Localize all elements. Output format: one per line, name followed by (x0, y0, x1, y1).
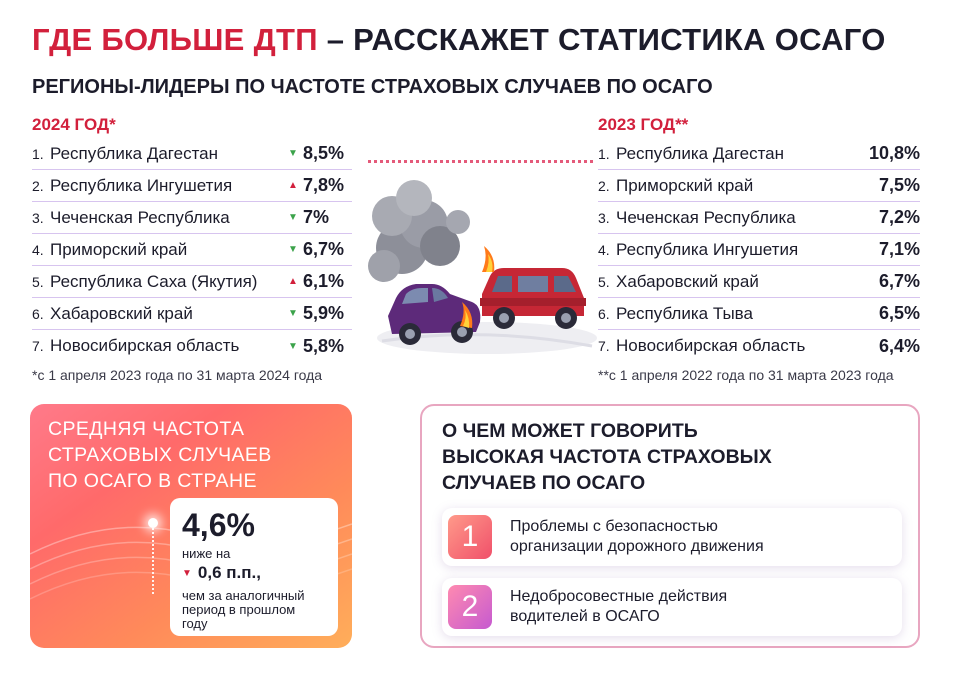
triangle-down-icon: ▼ (288, 308, 298, 319)
region-value: 6,1% (303, 271, 345, 291)
region-name: Приморский край (50, 239, 188, 259)
triangle-down-icon: ▼ (182, 567, 192, 579)
region-value: 6,5% (878, 303, 920, 323)
page-title-rest: – РАССКАЖЕТ СТАТИСТИКА ОСАГО (317, 22, 886, 57)
smoke-cloud-icon (368, 180, 470, 282)
triangle-down-icon: ▼ (288, 148, 298, 159)
region-value: 7,5% (878, 175, 920, 195)
triangle-up-icon: ▲ (288, 180, 298, 191)
average-value: 4,6% (182, 507, 255, 543)
rank-number: 6. (598, 305, 610, 322)
reason-number-badge: 1 (448, 515, 492, 559)
list-item: 6. Хабаровский край ▼ 5,9% (32, 298, 352, 330)
triangle-down-icon: ▼ (288, 244, 298, 255)
ranking-2023-list: 1. Республика Дагестан 10,8% 2. Приморск… (598, 138, 920, 362)
rank-number: 3. (598, 209, 610, 226)
region-name: Хабаровский край (616, 271, 759, 291)
region-value: 6,7% (878, 271, 920, 291)
region-name: Хабаровский край (50, 303, 193, 323)
region-name: Республика Ингушетия (616, 239, 799, 259)
glow-line (152, 524, 154, 594)
rank-number: 5. (32, 273, 44, 290)
ranking-2024-list: 1. Республика Дагестан ▼ 8,5% 2. Республ… (32, 138, 352, 362)
region-value: 7,1% (878, 239, 920, 259)
region-value: 7,2% (878, 207, 920, 227)
list-item: 2. Приморский край 7,5% (598, 170, 920, 202)
fire-icon (460, 246, 495, 328)
glow-dot (148, 518, 158, 528)
average-value-box: 4,6% ниже на ▼ 0,6 п.п., чем за аналогич… (170, 498, 338, 636)
region-value: 5,8% (303, 335, 345, 356)
delta-value: 0,6 п.п., (197, 563, 261, 582)
list-item: 1. Республика Дагестан ▼ 8,5% (32, 138, 352, 170)
below-label: ниже на (182, 546, 231, 561)
rank-number: 7. (32, 338, 44, 354)
region-name: Приморский край (616, 175, 754, 195)
list-item: 5. Хабаровский край 6,7% (598, 266, 920, 298)
reason-number-badge: 2 (448, 585, 492, 629)
region-value: 7,8% (303, 175, 345, 195)
rank-number: 1. (32, 145, 44, 162)
year-2024-heading: 2024 ГОД* (32, 115, 116, 134)
region-value: 7% (303, 207, 330, 227)
triangle-up-icon: ▲ (288, 276, 298, 287)
region-name: Республика Дагестан (616, 143, 785, 163)
page-title: ГДЕ БОЛЬШЕ ДТП – РАССКАЖЕТ СТАТИСТИКА ОС… (32, 22, 886, 58)
rank-number: 3. (32, 209, 44, 226)
region-name: Республика Дагестан (50, 143, 219, 163)
region-name: Чеченская Республика (50, 207, 230, 227)
year-2023-heading: 2023 ГОД** (598, 115, 689, 134)
reason-item: 2 Недобросовестные действия водителей в … (442, 578, 902, 636)
footnote-2024: *с 1 апреля 2023 года по 31 марта 2024 г… (32, 367, 323, 383)
region-value: 8,5% (303, 143, 345, 163)
reasons-card: О ЧЕМ МОЖЕТ ГОВОРИТЬ ВЫСОКАЯ ЧАСТОТА СТР… (420, 404, 920, 648)
average-card-heading: СРЕДНЯЯ ЧАСТОТА СТРАХОВЫХ СЛУЧАЕВ ПО ОСА… (48, 418, 272, 492)
rank-number: 7. (598, 338, 610, 354)
list-item: 4. Республика Ингушетия 7,1% (598, 234, 920, 266)
reasons-card-heading: О ЧЕМ МОЖЕТ ГОВОРИТЬ ВЫСОКАЯ ЧАСТОТА СТР… (442, 420, 772, 494)
rank-number: 6. (32, 305, 44, 322)
list-item: 1. Республика Дагестан 10,8% (598, 138, 920, 170)
delta-description: чем за аналогичный период в прошлом году (182, 588, 305, 631)
region-name: Республика Ингушетия (50, 175, 233, 195)
list-item: 3. Чеченская Республика 7,2% (598, 202, 920, 234)
region-value: 6,4% (878, 335, 920, 356)
region-name: Новосибирская область (50, 336, 240, 355)
reason-text: Недобросовестные действия водителей в ОС… (510, 588, 728, 625)
rank-number: 2. (598, 177, 610, 194)
red-car-icon (480, 268, 586, 329)
region-name: Чеченская Республика (616, 207, 796, 227)
rank-number: 2. (32, 177, 44, 194)
triangle-down-icon: ▼ (288, 212, 298, 223)
region-name: Республика Саха (Якутия) (50, 271, 258, 291)
list-item: 3. Чеченская Республика ▼ 7% (32, 202, 352, 234)
footnote-2023: **с 1 апреля 2022 года по 31 марта 2023 … (598, 367, 894, 383)
rank-number: 4. (598, 241, 610, 258)
page-title-accent: ГДЕ БОЛЬШЕ ДТП (32, 22, 318, 57)
list-item: 4. Приморский край ▼ 6,7% (32, 234, 352, 266)
region-value: 6,7% (303, 239, 345, 259)
car-crash-illustration (368, 180, 597, 354)
list-item: 7. Новосибирская область ▼ 5,8% (32, 330, 352, 362)
rank-number: 1. (598, 145, 610, 162)
list-item: 2. Республика Ингушетия ▲ 7,8% (32, 170, 352, 202)
list-item: 7. Новосибирская область 6,4% (598, 330, 920, 362)
dotted-divider (368, 160, 593, 163)
triangle-down-icon: ▼ (288, 340, 298, 352)
reason-text: Проблемы с безопасностью организации дор… (510, 518, 764, 555)
average-frequency-card: СРЕДНЯЯ ЧАСТОТА СТРАХОВЫХ СЛУЧАЕВ ПО ОСА… (30, 404, 352, 648)
list-item: 5. Республика Саха (Якутия) ▲ 6,1% (32, 266, 352, 298)
reason-item: 1 Проблемы с безопасностью организации д… (442, 508, 902, 566)
region-name: Новосибирская область (616, 336, 806, 355)
region-value: 5,9% (303, 303, 345, 323)
region-name: Республика Тыва (616, 303, 753, 323)
list-item: 6. Республика Тыва 6,5% (598, 298, 920, 330)
page-subtitle: РЕГИОНЫ-ЛИДЕРЫ ПО ЧАСТОТЕ СТРАХОВЫХ СЛУЧ… (32, 76, 713, 98)
rank-number: 5. (598, 273, 610, 290)
delta-row: ▼ 0,6 п.п., (182, 563, 326, 583)
rank-number: 4. (32, 241, 44, 258)
region-value: 10,8% (868, 143, 920, 163)
